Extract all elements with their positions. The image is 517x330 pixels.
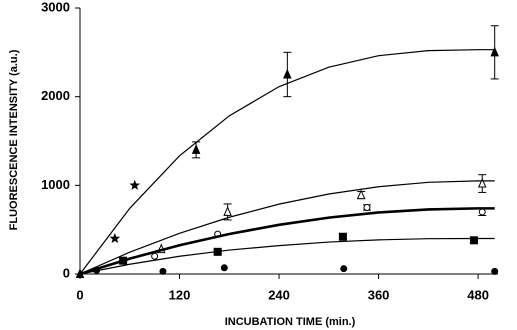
marker (477, 177, 487, 188)
y-tick-label: 3000 (41, 0, 70, 14)
marker (151, 252, 159, 260)
fit-curve (79, 207, 495, 276)
y-tick-label: 2000 (41, 88, 70, 103)
x-tick-label: 240 (268, 287, 290, 302)
marker (363, 204, 371, 211)
y-tick-label: 1000 (41, 177, 70, 192)
x-tick-label: 360 (368, 287, 390, 302)
fit-curve (79, 237, 495, 275)
fit-curve (79, 180, 495, 275)
x-tick-label: 480 (467, 287, 489, 302)
y-axis-label: FLUORESCENCE INTENSITY (a.u.) (8, 49, 20, 230)
marker (469, 236, 478, 245)
y-tick-label: 0 (63, 265, 70, 280)
x-tick-label: 0 (76, 287, 83, 302)
marker (338, 232, 347, 241)
marker (491, 267, 499, 275)
marker (220, 264, 228, 272)
marker (356, 189, 366, 200)
fit-curve (79, 49, 495, 275)
marker (191, 144, 201, 154)
x-tick-label: 120 (169, 287, 191, 302)
marker (490, 46, 499, 57)
marker (159, 267, 167, 275)
marker (478, 208, 486, 216)
marker (283, 68, 292, 79)
marker (340, 265, 348, 273)
marker (223, 206, 232, 216)
marker (109, 232, 121, 244)
marker (129, 179, 141, 190)
x-axis-label: INCUBATION TIME (min.) (225, 316, 356, 328)
